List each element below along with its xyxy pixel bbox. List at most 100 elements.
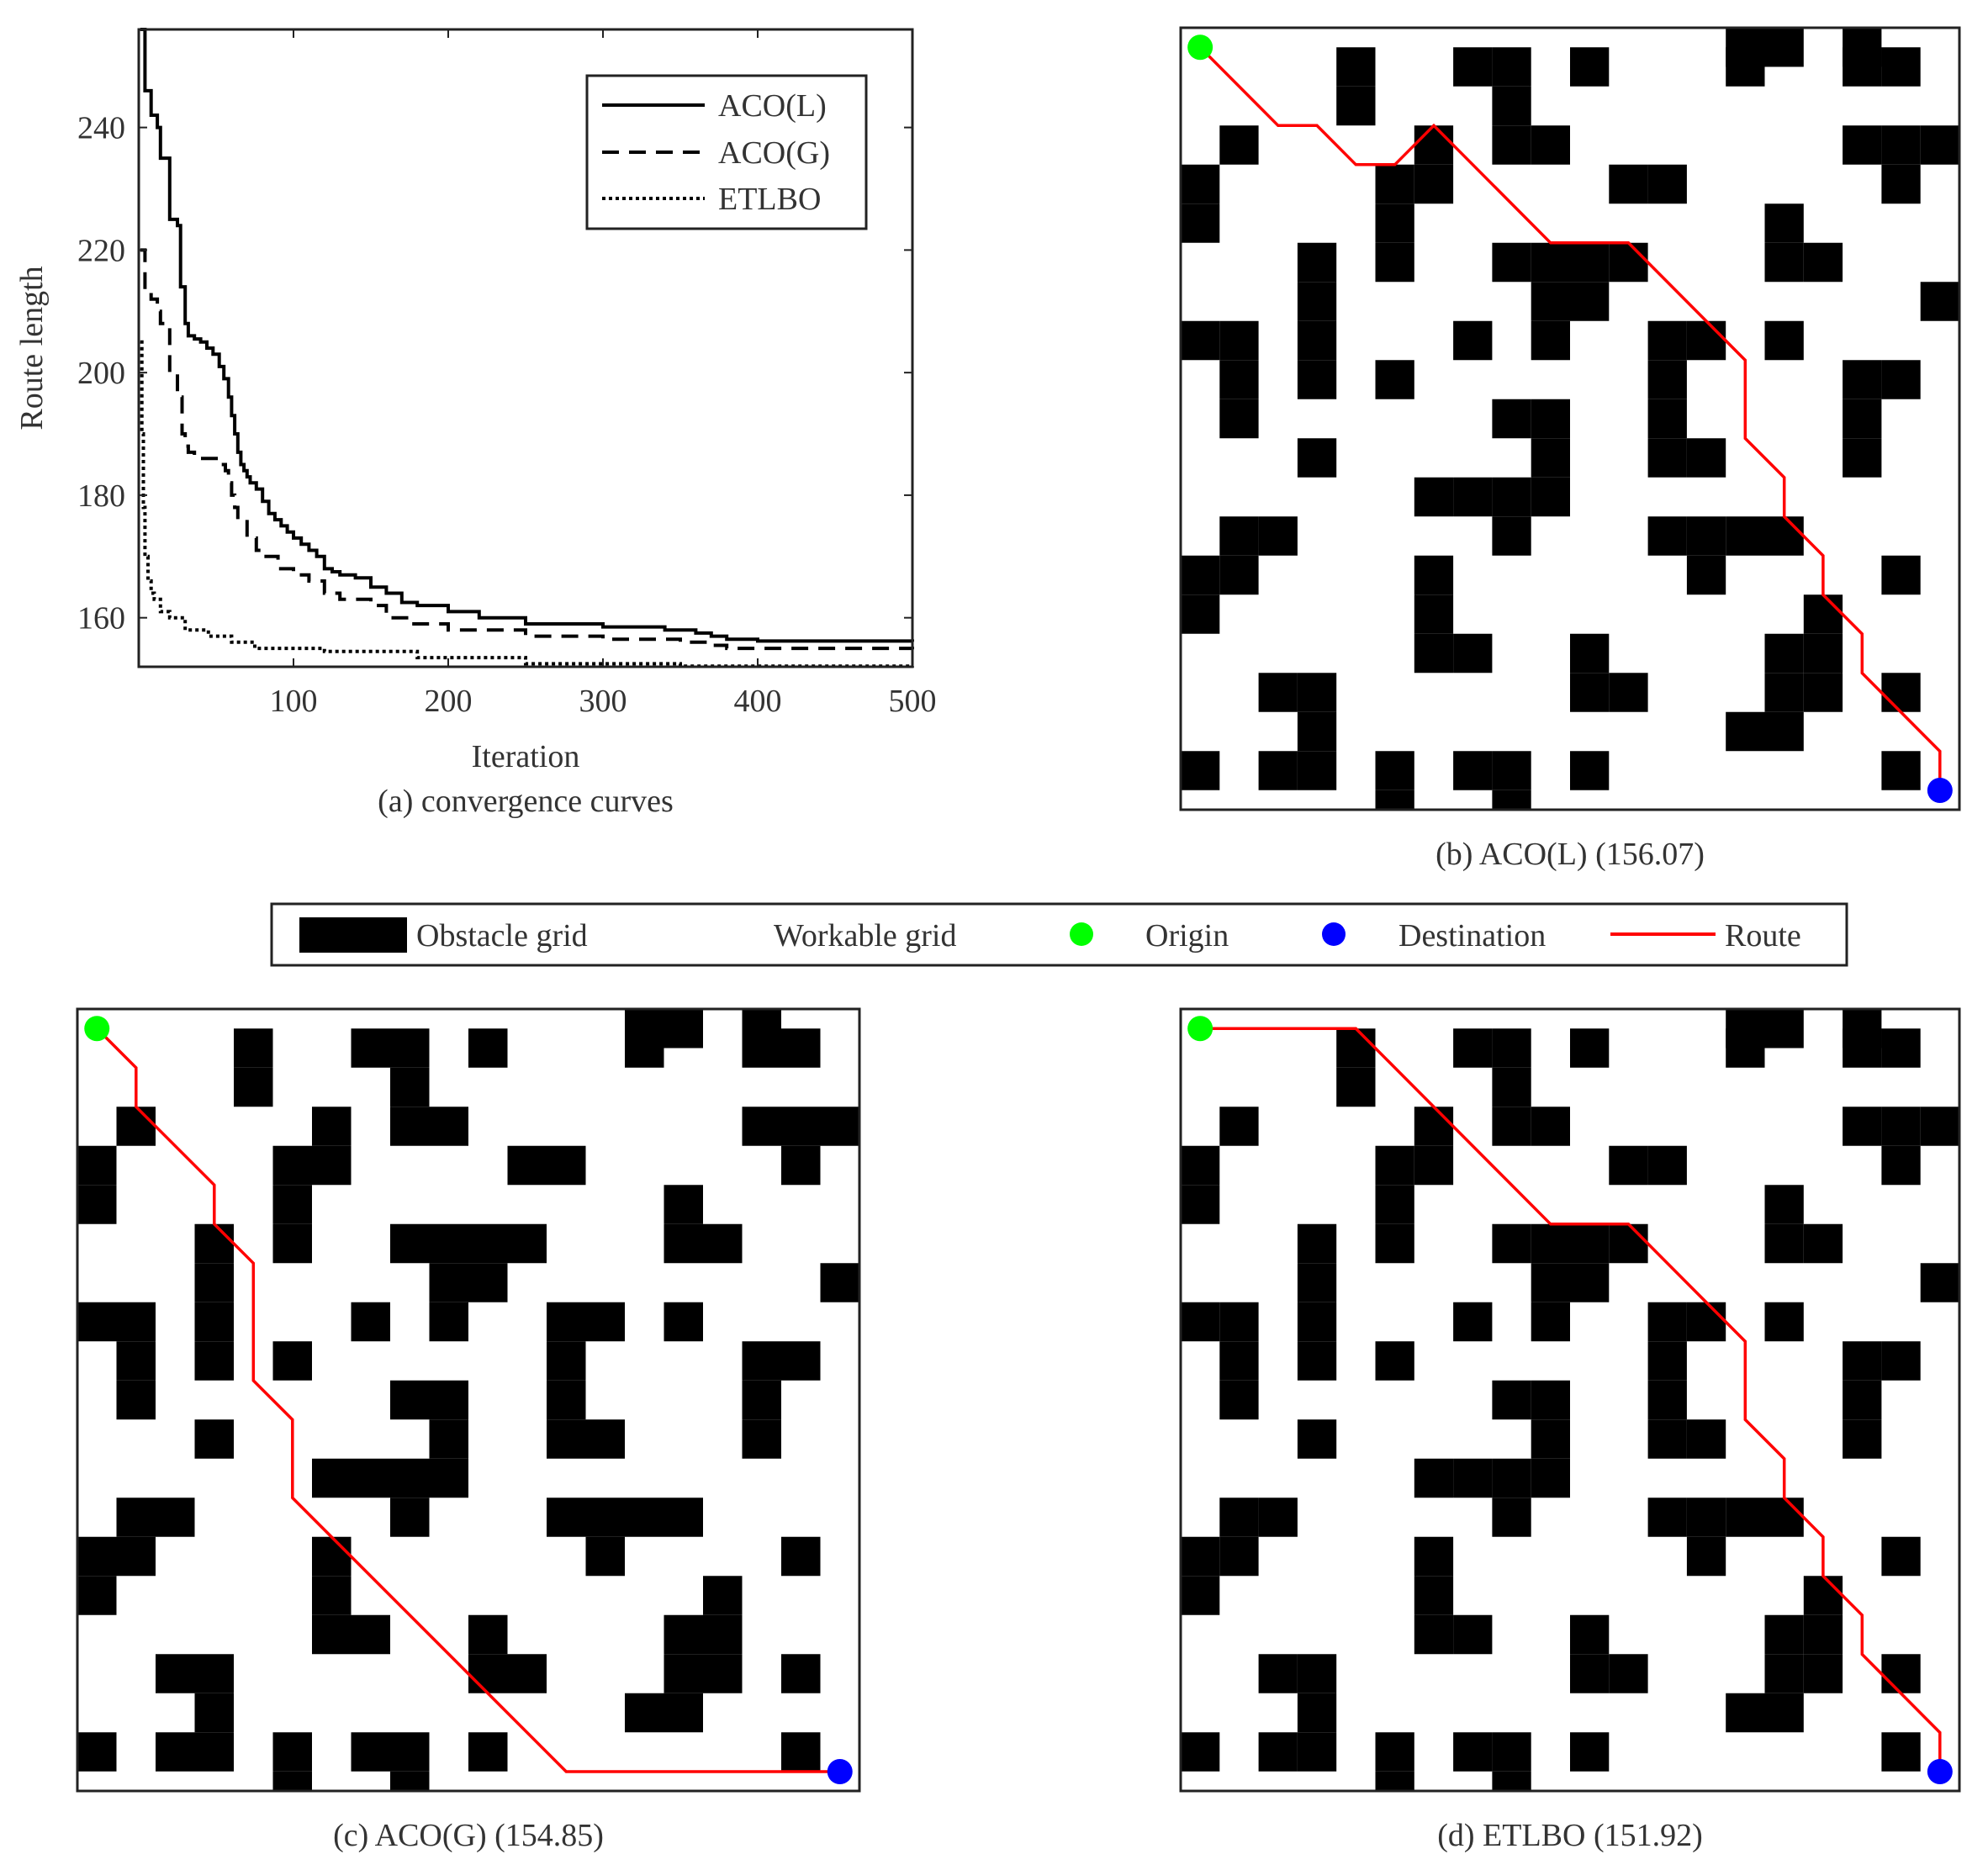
obstacle-cell	[781, 1654, 821, 1693]
obstacle-cell	[429, 1107, 468, 1146]
obstacle-cell	[1764, 1498, 1804, 1537]
obstacle-cell	[468, 1223, 508, 1264]
obstacle-cell	[1181, 594, 1220, 634]
obstacle-cell	[272, 1185, 312, 1224]
x-tick-label: 100	[270, 684, 318, 719]
obstacle-cell	[272, 1145, 312, 1186]
obstacle-cell	[781, 1536, 821, 1577]
obstacle-cell	[116, 1380, 156, 1420]
obstacle-cell	[1414, 477, 1454, 517]
obstacle-cell	[1686, 1498, 1726, 1537]
y-tick-label: 240	[77, 111, 125, 146]
origin-marker	[84, 1016, 110, 1042]
obstacle-cell	[234, 1067, 273, 1107]
obstacle-cell	[1375, 1771, 1414, 1791]
obstacle-cell	[1609, 1223, 1648, 1264]
obstacle-cell	[585, 1536, 625, 1577]
obstacle-cell	[194, 1419, 234, 1459]
obstacle-cell	[1219, 1302, 1259, 1342]
obstacle-cell	[1219, 1380, 1259, 1420]
legend-destination: Destination	[1398, 918, 1546, 953]
legend-obstacle-grid: Obstacle grid	[416, 918, 588, 953]
obstacle-cell	[1492, 1067, 1531, 1107]
obstacle-cell	[1764, 242, 1804, 283]
obstacle-cell	[1647, 438, 1687, 478]
obstacle-cell	[1686, 438, 1726, 478]
obstacle-cell	[1219, 320, 1259, 361]
obstacle-cell	[703, 1223, 743, 1264]
obstacle-cell	[1375, 1145, 1414, 1186]
obstacle-cell	[1726, 1028, 1765, 1068]
obstacle-cell	[1843, 1419, 1882, 1459]
obstacle-cell	[1297, 242, 1337, 283]
obstacle-cell	[1803, 673, 1843, 712]
obstacle-cell	[1414, 125, 1454, 165]
obstacle-cell	[1219, 360, 1259, 399]
obstacle-cell	[1297, 711, 1337, 752]
obstacle-cell	[1764, 711, 1804, 752]
obstacle-cell	[1492, 242, 1531, 283]
map-legend-box	[270, 902, 1848, 967]
obstacle-cell	[1181, 555, 1220, 595]
obstacle-cell	[1453, 1302, 1493, 1342]
obstacle-cell	[1803, 1576, 1843, 1615]
obstacle-cell	[1570, 673, 1610, 712]
obstacle-cell	[1492, 125, 1531, 165]
obstacle-cell	[1843, 1107, 1882, 1146]
obstacle-cell	[1258, 516, 1298, 556]
obstacle-cell	[351, 1302, 390, 1342]
obstacle-cell	[1647, 164, 1687, 204]
obstacle-cell	[1647, 1498, 1687, 1537]
obstacle-cell	[1881, 1028, 1921, 1068]
obstacle-cell	[234, 1028, 273, 1068]
obstacle-cell	[1764, 320, 1804, 361]
y-tick-label: 220	[77, 233, 125, 268]
obstacle-cell	[1414, 1576, 1454, 1615]
obstacle-cell	[1647, 320, 1687, 361]
obstacle-cell	[1609, 673, 1648, 712]
obstacle-cell	[1531, 477, 1570, 517]
obstacle-cell	[1258, 751, 1298, 790]
obstacle-cell	[1647, 516, 1687, 556]
obstacle-cell	[1843, 438, 1882, 478]
obstacle-cell	[1843, 360, 1882, 399]
obstacle-cell	[1414, 164, 1454, 204]
obstacle-cell	[664, 1302, 703, 1342]
obstacle-cell	[1453, 1028, 1493, 1068]
obstacle-cell	[1181, 164, 1220, 204]
map-legend: Obstacle grid Workable grid Origin Desti…	[270, 902, 1848, 967]
obstacle-cell	[1297, 1654, 1337, 1693]
obstacle-cell	[1375, 1341, 1414, 1381]
obstacle-cell	[390, 1380, 430, 1420]
obstacle-cell	[1843, 399, 1882, 439]
obstacle-cell	[742, 1380, 781, 1420]
obstacle-cell	[1258, 1498, 1298, 1537]
panel-c-caption: (c) ACO(G) (154.85)	[333, 1818, 604, 1853]
obstacle-cell	[1219, 555, 1259, 595]
obstacle-cell	[1181, 1732, 1220, 1772]
obstacle-cell	[1453, 1732, 1493, 1772]
obstacle-cell	[1492, 86, 1531, 126]
obstacle-cell	[625, 1028, 664, 1068]
obstacle-cell	[1531, 1302, 1570, 1342]
obstacle-cell	[781, 1341, 821, 1381]
series-line-aco-g	[140, 248, 914, 651]
obstacle-cell	[1297, 1732, 1337, 1772]
obstacle-cell	[781, 1107, 821, 1146]
obstacle-cell	[1920, 125, 1959, 165]
obstacle-cell	[1920, 282, 1959, 321]
grid-map-etlbo	[1179, 1007, 1961, 1793]
obstacle-cell	[1647, 1341, 1687, 1381]
obstacle-cell	[1531, 1223, 1570, 1264]
route-line	[1198, 46, 1942, 790]
obstacle-cell	[1219, 399, 1259, 439]
obstacle-cell	[1570, 1263, 1610, 1302]
x-axis-label: Iteration	[472, 739, 580, 774]
obstacle-cell	[1414, 1458, 1454, 1498]
obstacle-cell	[351, 1028, 390, 1068]
destination-marker	[1927, 778, 1953, 803]
obstacle-cell	[1453, 47, 1493, 87]
obstacle-cell	[664, 1614, 703, 1655]
obstacle-cell	[1219, 125, 1259, 165]
obstacle-cell	[194, 1263, 234, 1302]
